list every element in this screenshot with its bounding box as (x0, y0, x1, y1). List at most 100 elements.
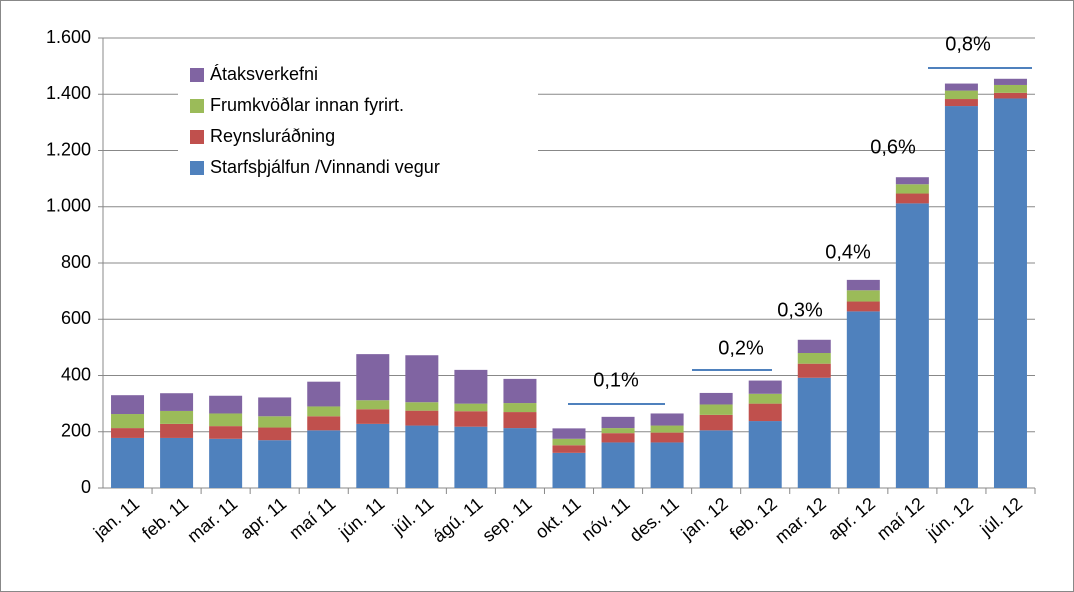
bar-segment (111, 395, 145, 415)
bar-segment (111, 428, 145, 438)
legend-label: Frumkvöðlar innan fyrirt. (210, 95, 404, 115)
bar-segment (944, 83, 978, 91)
bar-segment (552, 438, 586, 446)
bar-segment (748, 393, 782, 404)
bar-segment (503, 403, 537, 413)
bar-segment (356, 354, 390, 401)
bar-segment (160, 437, 194, 488)
bar-segment (503, 428, 537, 488)
bar-segment (846, 311, 880, 488)
bar-segment (405, 402, 439, 411)
bar-segment (895, 193, 929, 204)
y-tick-label: 1.000 (46, 196, 91, 216)
bar-segment (699, 404, 733, 415)
bar-segment (650, 432, 684, 443)
bar-segment (797, 339, 831, 353)
bar-segment (895, 184, 929, 194)
bar-segment (944, 90, 978, 100)
annotation: 0,8% (945, 33, 991, 55)
bar-segment (748, 403, 782, 422)
bar-segment (258, 416, 292, 428)
annotation: 0,2% (718, 337, 764, 359)
bar-segment (748, 421, 782, 488)
bar-segment (846, 279, 880, 291)
bar-segment (650, 413, 684, 426)
bar-segment (993, 92, 1027, 99)
bar-segment (699, 392, 733, 405)
bar-segment (209, 413, 243, 427)
bar-segment (405, 425, 439, 488)
bar-segment (258, 440, 292, 488)
bar-segment (356, 400, 390, 410)
y-tick-label: 400 (61, 364, 91, 384)
bar-segment (258, 427, 292, 441)
y-tick-label: 1.400 (46, 83, 91, 103)
bar-segment (307, 416, 341, 431)
bar-segment (552, 428, 586, 439)
bar-segment (601, 428, 635, 434)
bar-segment (993, 78, 1027, 85)
bar-segment (454, 369, 488, 404)
bar-segment (895, 177, 929, 185)
y-tick-label: 200 (61, 421, 91, 441)
annotation: 0,6% (870, 136, 916, 158)
bar-segment (405, 355, 439, 403)
legend-swatch (190, 68, 204, 82)
annotation: 0,3% (777, 299, 823, 321)
bar-segment (111, 437, 145, 488)
bar-segment (307, 381, 341, 407)
legend-label: Átaksverkefni (210, 64, 318, 84)
bar-segment (209, 426, 243, 439)
bar-segment (993, 98, 1027, 488)
bar-segment (454, 411, 488, 427)
y-tick-label: 1.600 (46, 27, 91, 47)
bar-segment (601, 433, 635, 443)
bar-segment (846, 301, 880, 312)
legend-box (178, 58, 538, 186)
bar-segment (601, 416, 635, 429)
bar-segment (797, 363, 831, 378)
bar-segment (552, 445, 586, 453)
bar-segment (111, 414, 145, 429)
bar-segment (748, 380, 782, 394)
bar-segment (454, 403, 488, 412)
bar-segment (650, 425, 684, 433)
y-tick-label: 800 (61, 252, 91, 272)
bar-segment (601, 442, 635, 488)
bar-segment (797, 377, 831, 488)
bar-segment (797, 353, 831, 364)
bar-segment (846, 290, 880, 302)
bar-segment (944, 106, 978, 488)
bar-segment (405, 410, 439, 426)
bar-segment (993, 84, 1027, 93)
legend-label: Starfsþjálfun /Vinnandi vegur (210, 157, 440, 177)
bar-segment (944, 99, 978, 107)
bar-segment (209, 438, 243, 488)
annotation: 0,1% (593, 369, 639, 391)
y-tick-label: 600 (61, 308, 91, 328)
bar-segment (552, 452, 586, 488)
annotation: 0,4% (825, 241, 871, 263)
legend-swatch (190, 161, 204, 175)
bar-segment (160, 410, 194, 424)
legend-label: Reynsluráðning (210, 126, 335, 146)
y-tick-label: 1.200 (46, 139, 91, 159)
bar-segment (895, 203, 929, 488)
bar-segment (503, 412, 537, 429)
y-tick-label: 0 (81, 477, 91, 497)
bar-segment (307, 430, 341, 488)
bar-segment (454, 426, 488, 488)
bar-segment (160, 393, 194, 411)
bar-segment (307, 406, 341, 417)
bar-segment (699, 430, 733, 488)
bar-segment (356, 423, 390, 488)
bar-segment (209, 395, 243, 414)
legend-swatch (190, 99, 204, 113)
bar-segment (650, 442, 684, 488)
legend-swatch (190, 130, 204, 144)
bar-segment (699, 414, 733, 431)
bar-segment (356, 409, 390, 424)
bar-segment (160, 423, 194, 438)
bar-segment (503, 378, 537, 404)
